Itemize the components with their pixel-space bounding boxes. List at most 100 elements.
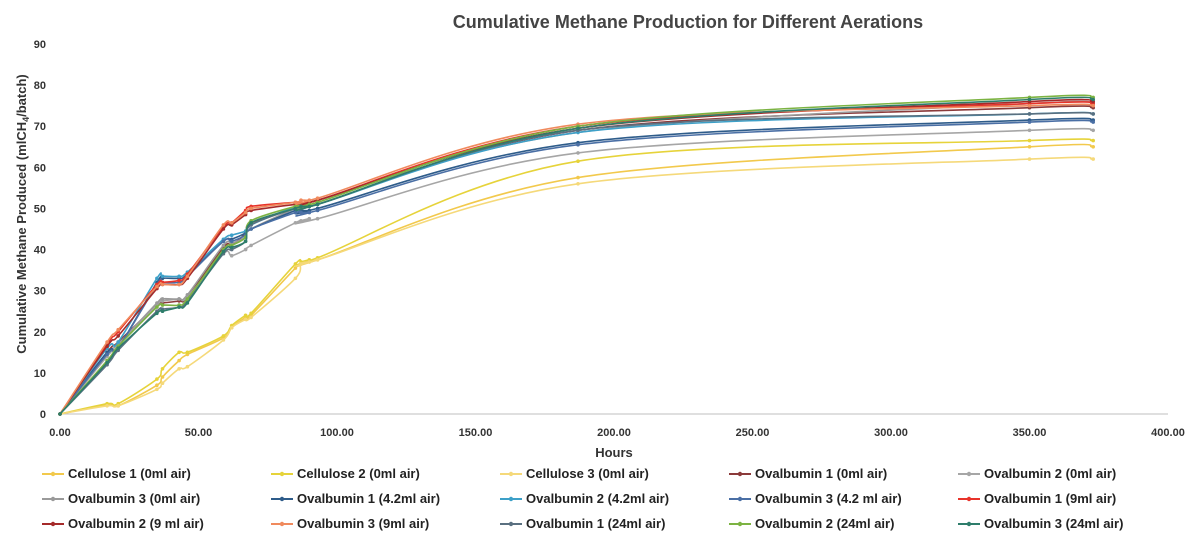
data-point bbox=[249, 206, 253, 211]
legend-label: Ovalbumin 2 (24ml air) bbox=[755, 516, 894, 531]
data-point bbox=[243, 313, 248, 318]
data-point bbox=[221, 334, 226, 338]
data-point bbox=[229, 221, 234, 225]
data-point bbox=[177, 274, 181, 279]
legend-item: Ovalbumin 2 (4.2ml air) bbox=[500, 491, 669, 506]
data-point bbox=[1027, 145, 1032, 149]
y-tick-label: 60 bbox=[34, 162, 46, 174]
series-1 bbox=[58, 143, 1095, 416]
y-axis-label-main: Cumulative Methane Produced (mlCH bbox=[14, 122, 29, 354]
data-point bbox=[185, 301, 190, 305]
x-tick-label: 300.00 bbox=[874, 427, 908, 439]
data-point bbox=[58, 412, 62, 416]
y-tick-label: 50 bbox=[34, 203, 46, 215]
legend-label: Ovalbumin 3 (9ml air) bbox=[297, 516, 429, 531]
legend-item: Cellulose 3 (0ml air) bbox=[500, 466, 649, 481]
data-point bbox=[221, 338, 226, 342]
series-line bbox=[59, 119, 1094, 415]
data-point bbox=[229, 253, 234, 258]
data-point bbox=[1027, 120, 1032, 124]
data-point bbox=[221, 223, 226, 227]
data-point bbox=[315, 208, 320, 213]
legend-marker bbox=[279, 521, 285, 527]
data-point bbox=[1091, 145, 1095, 149]
data-point bbox=[249, 227, 253, 231]
data-point bbox=[307, 260, 312, 264]
data-point bbox=[116, 404, 120, 408]
data-point bbox=[155, 377, 159, 381]
legend-label: Ovalbumin 3 (4.2 ml air) bbox=[755, 491, 902, 506]
legend-label: Cellulose 2 (0ml air) bbox=[297, 466, 420, 481]
data-point bbox=[155, 383, 159, 388]
data-point bbox=[160, 381, 165, 386]
data-point bbox=[315, 202, 320, 207]
legend-label: Ovalbumin 1 (4.2ml air) bbox=[297, 491, 440, 506]
data-point bbox=[299, 210, 303, 215]
data-point bbox=[249, 243, 253, 248]
data-point bbox=[116, 334, 120, 338]
y-tick-label: 20 bbox=[34, 327, 46, 339]
data-point bbox=[307, 204, 312, 209]
series-3 bbox=[58, 156, 1095, 416]
legend-item: Cellulose 1 (0ml air) bbox=[42, 466, 191, 481]
data-point bbox=[576, 175, 580, 180]
legend-item: Ovalbumin 3 (4.2 ml air) bbox=[729, 491, 902, 506]
legend-marker bbox=[737, 521, 743, 527]
data-point bbox=[293, 266, 298, 270]
data-point bbox=[299, 204, 303, 209]
legend-label: Cellulose 1 (0ml air) bbox=[68, 466, 191, 481]
y-axis-label-subscript: 4 bbox=[21, 117, 31, 122]
data-point bbox=[576, 126, 580, 131]
x-tick-label: 200.00 bbox=[597, 427, 631, 439]
y-tick-label: 10 bbox=[34, 368, 46, 380]
legend-marker bbox=[508, 471, 514, 477]
data-point bbox=[243, 210, 248, 215]
data-point bbox=[105, 340, 109, 344]
data-point bbox=[116, 340, 120, 344]
data-point bbox=[155, 305, 159, 309]
data-point bbox=[160, 375, 165, 379]
legend-label: Ovalbumin 2 (9 ml air) bbox=[68, 516, 204, 531]
x-tick-label: 250.00 bbox=[736, 427, 770, 439]
data-point bbox=[576, 182, 580, 186]
data-point bbox=[116, 327, 120, 332]
data-point bbox=[249, 221, 253, 225]
y-axis-label: Cumulative Methane Produced (mlCH4/batch… bbox=[14, 74, 31, 354]
data-point bbox=[185, 350, 190, 355]
data-point bbox=[576, 151, 580, 155]
legend-label: Ovalbumin 1 (9ml air) bbox=[984, 491, 1116, 506]
data-point bbox=[160, 367, 165, 371]
data-point bbox=[185, 274, 190, 279]
legend-label: Ovalbumin 3 (24ml air) bbox=[984, 516, 1123, 531]
data-point bbox=[307, 198, 312, 202]
legend-marker bbox=[279, 496, 285, 502]
data-point bbox=[229, 233, 234, 237]
legend-item: Ovalbumin 1 (24ml air) bbox=[500, 516, 665, 531]
data-point bbox=[177, 305, 181, 309]
legend-item: Ovalbumin 2 (0ml air) bbox=[958, 466, 1116, 481]
legend-item: Ovalbumin 2 (9 ml air) bbox=[42, 516, 204, 531]
legend-marker bbox=[966, 496, 972, 502]
legend-marker bbox=[737, 471, 743, 477]
legend-item: Cellulose 2 (0ml air) bbox=[271, 466, 420, 481]
y-tick-label: 40 bbox=[34, 245, 46, 257]
legend-item: Ovalbumin 3 (24ml air) bbox=[958, 516, 1123, 531]
data-point bbox=[160, 303, 165, 307]
series-line bbox=[59, 100, 1094, 415]
y-axis-label-tail: /batch) bbox=[14, 74, 29, 117]
data-point bbox=[299, 198, 303, 202]
data-point bbox=[249, 315, 253, 320]
series-6 bbox=[58, 100, 1095, 416]
data-point bbox=[243, 239, 248, 244]
legend-label: Ovalbumin 2 (0ml air) bbox=[984, 466, 1116, 481]
data-point bbox=[155, 301, 159, 305]
legend-label: Ovalbumin 3 (0ml air) bbox=[68, 491, 200, 506]
data-point bbox=[105, 344, 109, 349]
data-point bbox=[1091, 157, 1095, 161]
x-tick-label: 400.00 bbox=[1151, 427, 1185, 439]
legend-label: Cellulose 3 (0ml air) bbox=[526, 466, 649, 481]
series-5 bbox=[58, 127, 1095, 416]
legend-marker bbox=[279, 471, 285, 477]
data-point bbox=[293, 210, 298, 215]
